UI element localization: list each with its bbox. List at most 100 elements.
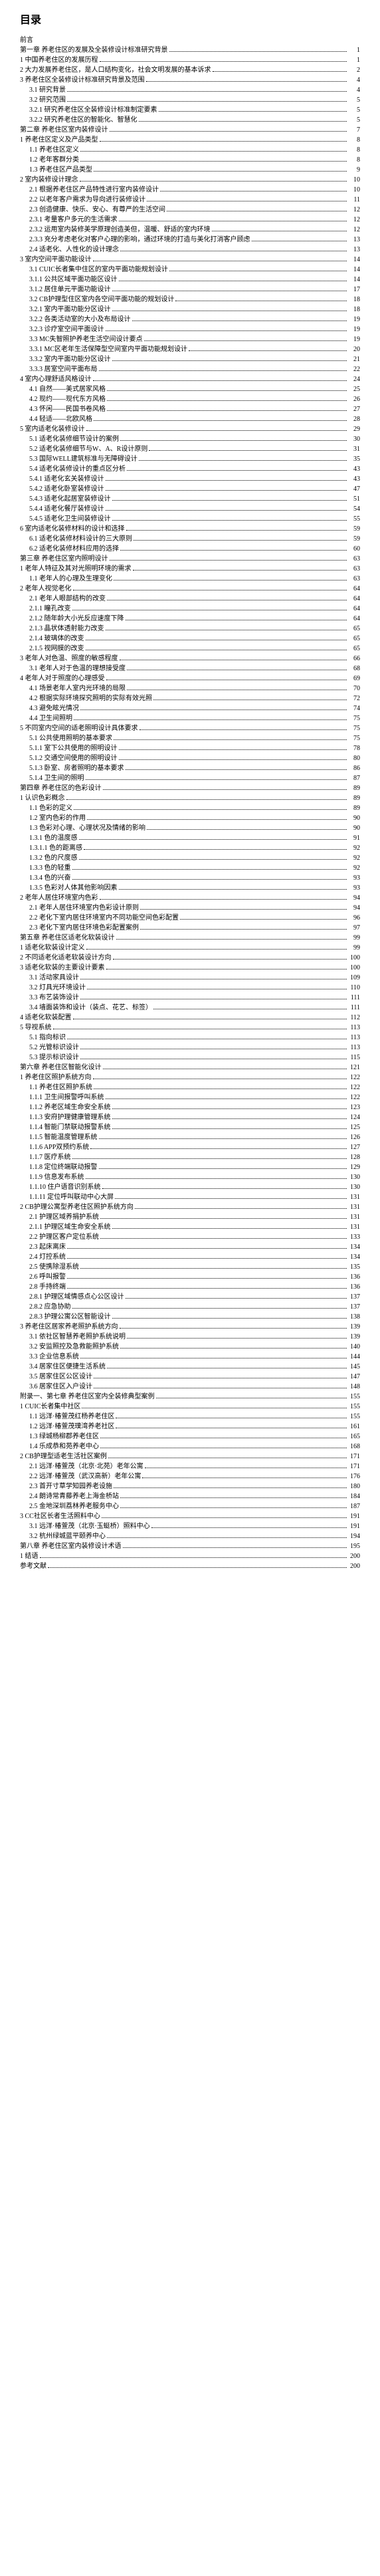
toc-dots: [80, 705, 347, 710]
toc-dots: [107, 1363, 347, 1368]
toc-entry-label: 第五章 养老住区适老化软装设计: [20, 934, 115, 943]
toc-entry-label: 2.4 朗诗常青藤养老上海金桥站: [29, 1492, 119, 1501]
toc-entry: 4.4 轻适——北欧风格28: [20, 415, 360, 424]
toc-entry-page: 19: [348, 335, 360, 344]
toc-dots: [112, 495, 347, 501]
toc-entry-page: 139: [348, 1323, 360, 1332]
toc-dots: [115, 1194, 347, 1199]
toc-entry: 第二章 养老住区室内装修设计7: [20, 126, 360, 135]
toc-dots: [99, 1134, 347, 1139]
toc-entry-page: 187: [348, 1502, 360, 1511]
toc-entry-page: 75: [348, 734, 360, 743]
toc-entry-label: 3.4 居家住区便捷生活系统: [29, 1362, 106, 1372]
toc-entry-page: 54: [348, 505, 360, 514]
toc-entry-page: 147: [348, 1372, 360, 1382]
toc-dots: [108, 1453, 347, 1458]
toc-dots: [94, 1373, 347, 1378]
toc-entry-label: 4.2 根据实际环境探究照明的实际有效光照: [29, 694, 152, 704]
toc-entry: 2.1.4 玻璃体的改变65: [20, 634, 360, 644]
toc-entry-label: 3 CC社区长者生活照料中心: [20, 1512, 100, 1521]
toc-entry-page: 200: [348, 1552, 360, 1561]
toc-entry-label: 2.1 根据养老住区产品特性进行室内装修设计: [29, 186, 159, 195]
toc-dots: [73, 585, 347, 590]
toc-entry-label: 4.2 现约——现代东方风格: [29, 395, 106, 404]
toc-entry-page: 133: [348, 1233, 360, 1242]
toc-entry: 3.1 CUIC长者集中住区的室内平面功能规划设计14: [20, 265, 360, 275]
toc-entry-page: 7: [348, 126, 360, 135]
toc-dots: [123, 1543, 347, 1548]
toc-entry-label: 3.2.1 研究养老住区全装修设计标准制定要素: [29, 106, 157, 115]
toc-entry-label: 3.1 CUIC长者集中住区的室内平面功能规划设计: [29, 265, 168, 275]
toc-dots: [74, 715, 347, 720]
toc-entry-page: 129: [348, 1163, 360, 1172]
toc-entry-label: 2.8.2 应急协助: [29, 1303, 71, 1312]
toc-entry-label: 1 养老住区定义及产品类型: [20, 136, 98, 145]
toc-dots: [86, 944, 347, 950]
toc-entry-label: 1.2 室内色彩的作用: [29, 814, 86, 823]
toc-entry-page: 135: [348, 1263, 360, 1272]
toc-entry: 2.1.3 晶状体透射能力改变65: [20, 624, 360, 634]
toc-entry: 1.2 远洋·椿萱茂璞湾养老社区161: [20, 1422, 360, 1432]
toc-entry-page: 2: [348, 66, 360, 75]
toc-entry-label: 2.5 金地深圳荔林养老服务中心: [29, 1502, 119, 1511]
toc-entry: 1 养老住区定义及产品类型8: [20, 136, 360, 145]
toc-dots: [112, 1313, 347, 1319]
toc-entry-label: 附录一、第七章 养老住区室内全装修典型案例: [20, 1392, 155, 1402]
toc-entry-label: 5.3 提示标识设计: [29, 1053, 79, 1063]
toc-entry-page: 64: [348, 614, 360, 624]
toc-title: 目录: [20, 13, 360, 28]
toc-dots: [80, 974, 347, 979]
toc-dots: [127, 685, 347, 690]
toc-entry: 5.4.5 适老化卫生间装修设计55: [20, 515, 360, 524]
toc-entry: 1.1.6 APP双预约系统127: [20, 1143, 360, 1152]
toc-entry: 2.2 远洋·椿萱茂（武汉高新）老年公寓176: [20, 1472, 360, 1481]
toc-entry: 3.3.3 居室空间平面布局22: [20, 365, 360, 374]
toc-entry-label: 3.3 企业信息系统: [29, 1352, 79, 1362]
toc-dots: [212, 226, 347, 231]
toc-entry-page: 65: [348, 634, 360, 644]
toc-entry-page: 20: [348, 345, 360, 354]
toc-entry-page: 65: [348, 644, 360, 654]
toc-dots: [106, 485, 347, 491]
toc-dots: [120, 545, 347, 551]
toc-entry-page: 5: [348, 96, 360, 105]
toc-dots: [67, 1243, 347, 1249]
toc-dots: [114, 735, 347, 740]
toc-entry-page: 8: [348, 156, 360, 165]
toc-entry: 4.4 卫生间照明75: [20, 714, 360, 723]
toc-entry: 2.8.3 护理公寓公区智能设计138: [20, 1313, 360, 1322]
toc-entry: 2.2 老化下室内居住环境室内不同功能空间色彩配置96: [20, 914, 360, 923]
toc-entry-page: 65: [348, 624, 360, 634]
toc-entry-page: 72: [348, 694, 360, 704]
toc-dots: [153, 1004, 347, 1009]
toc-entry-label: 3.2.2 各类活动室的大小及布局设计: [29, 315, 131, 324]
toc-entry-page: 18: [348, 305, 360, 315]
toc-dots: [127, 665, 347, 670]
toc-entry: 2.2 以老年客户需求为导向进行装修设计11: [20, 195, 360, 205]
toc-entry-label: 4 室内心理舒适风格设计: [20, 375, 92, 384]
toc-dots: [86, 635, 347, 640]
toc-entry: 1 老年人特征及其对光照明环境的需求63: [20, 565, 360, 574]
toc-entry-label: 2.8 手持终端: [29, 1283, 66, 1292]
toc-entry-label: 2.1.1 瞳孔改变: [29, 604, 71, 614]
toc-entry: 第四章 养老住区的色彩设计89: [20, 784, 360, 793]
toc-entry: 3.1 远洋·椿萱茂（北京·玉蜓桥）照料中心191: [20, 1522, 360, 1531]
toc-entry-label: 3.2.3 诊疗室空间平面设计: [29, 325, 104, 334]
toc-dots: [119, 884, 347, 890]
toc-dots: [66, 795, 347, 800]
toc-entry-label: 1 结语: [20, 1552, 39, 1561]
toc-entry-label: 2 室内装修设计理念: [20, 176, 78, 185]
toc-entry-page: 176: [348, 1472, 360, 1481]
toc-entry: 2 老年人视觉老化64: [20, 584, 360, 594]
toc-entry-page: 5: [348, 106, 360, 115]
toc-entry: 2.1.5 视网膜的改变65: [20, 644, 360, 654]
toc-entry: 2.8 手持终端136: [20, 1283, 360, 1292]
toc-entry-page: 5: [348, 116, 360, 125]
toc-entry-label: 5.3 国际WELL建筑标准与无障碍设计: [29, 455, 138, 464]
toc-entry-label: 5.1 指向标识: [29, 1033, 66, 1043]
toc-dots: [112, 1114, 347, 1119]
toc-entry-label: 1.1 养老住区照护系统: [29, 1083, 92, 1093]
toc-entry-label: 2.2 以老年客户需求为导向进行装修设计: [29, 195, 145, 205]
toc-entry-page: 168: [348, 1442, 360, 1452]
toc-dots: [74, 805, 347, 810]
